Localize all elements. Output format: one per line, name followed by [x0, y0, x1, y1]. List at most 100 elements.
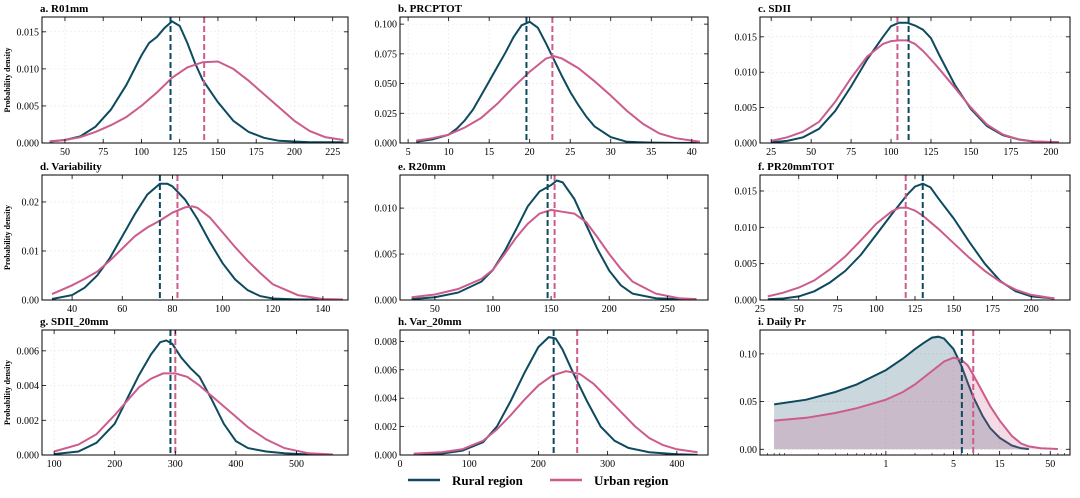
plot-area	[416, 17, 701, 143]
x-tick-label: 125	[923, 147, 938, 158]
x-tick-label: 30	[606, 147, 616, 158]
panel-title: h. Var_20mm	[398, 316, 462, 328]
panel-8: 0 100 200 300 400 0.000 0.002 0.004 0.006 0.008h.…	[375, 316, 709, 470]
x-tick-label: 300	[600, 459, 615, 470]
x-tick-label: 100	[47, 459, 62, 470]
x-tick-label: 50	[60, 147, 70, 158]
y-tick-label: 0.000	[17, 139, 40, 150]
y-tick-label: 0.002	[375, 422, 398, 433]
x-tick-label: 5	[406, 147, 411, 158]
legend-label-urban: Urban region	[594, 473, 669, 488]
urban-density-curve	[416, 55, 701, 143]
y-tick-label: 0.005	[735, 103, 758, 114]
x-tick-label: 0	[398, 459, 403, 470]
y-tick-label: 0.004	[17, 381, 40, 392]
y-tick-label: 0.005	[375, 250, 398, 261]
x-tick-label: 100	[485, 304, 500, 315]
x-tick-label: 100	[884, 147, 899, 158]
plot-area	[770, 17, 1059, 143]
panel-title: i. Daily Pr	[758, 316, 806, 328]
y-tick-label: 0.010	[17, 64, 40, 75]
x-tick-label: 150	[210, 147, 225, 158]
urban-density-curve	[51, 205, 344, 300]
x-tick-label: 50	[794, 304, 804, 315]
x-tick-label: 15	[484, 147, 494, 158]
legend-label-rural: Rural region	[452, 473, 524, 488]
panel-title: a. R01mm	[40, 3, 88, 15]
panel-title: b. PRCPTOT	[398, 3, 463, 15]
y-tick-label: 0.008	[375, 337, 398, 348]
y-tick-label: 0.000	[375, 451, 398, 462]
panel-title: c. SDII	[758, 3, 791, 15]
panel-frame	[759, 174, 1071, 301]
x-tick-label: 40	[67, 304, 77, 315]
y-tick-label: 0.05	[740, 397, 758, 408]
urban-density-curve	[411, 208, 697, 300]
x-tick-label: 120	[265, 304, 280, 315]
panel-frame	[759, 16, 1071, 144]
x-tick-label: 75	[833, 304, 843, 315]
plot-area	[413, 330, 698, 455]
plot-area	[53, 330, 333, 455]
x-tick-label: 5	[951, 459, 956, 470]
panel-frame	[399, 16, 709, 144]
x-tick-label: 25	[755, 304, 765, 315]
plot-area	[773, 330, 1058, 455]
rural-density-curve	[773, 335, 1029, 450]
x-tick-label: 75	[98, 147, 108, 158]
y-tick-label: 0.005	[735, 259, 758, 270]
x-tick-label: 100	[462, 459, 477, 470]
y-tick-label: 0.025	[375, 109, 398, 120]
x-tick-label: 150	[946, 304, 961, 315]
rural-density-curve	[416, 20, 700, 143]
x-tick-label: 10	[444, 147, 454, 158]
x-tick-label: 100	[215, 304, 230, 315]
panel-frame	[41, 329, 349, 456]
panel-title: g. SDII_20mm	[40, 316, 108, 328]
x-tick-label: 200	[1024, 304, 1039, 315]
panel-frame	[399, 174, 709, 301]
x-tick-label: 100	[134, 147, 149, 158]
x-tick-label: 200	[287, 147, 302, 158]
panel-4: 40 60 80 100 120 140 0.00 0.01 0.02 d. Variabilit…	[3, 161, 349, 315]
x-tick-label: 200	[531, 459, 546, 470]
x-tick-label: 175	[1003, 147, 1018, 158]
y-tick-label: 0.000	[735, 139, 758, 150]
x-tick-label: 25	[565, 147, 575, 158]
panel-6: 25 50 75 100 125 150 175 200 0.000 0.005 0.010 0.01…	[735, 161, 1071, 315]
x-tick-label: 15	[995, 459, 1005, 470]
y-tick-label: 0.015	[17, 27, 40, 38]
figure-legend: Rural region Urban region	[408, 473, 669, 488]
y-tick-label: 0.015	[735, 32, 758, 43]
urban-density-curve	[413, 370, 698, 455]
x-tick-label: 400	[228, 459, 243, 470]
urban-density-curve	[767, 206, 1055, 300]
x-tick-label: 250	[660, 304, 675, 315]
x-tick-label: 40	[687, 147, 697, 158]
y-tick-label: 0.010	[735, 223, 758, 234]
y-tick-label: 0.006	[17, 346, 40, 357]
x-tick-label: 300	[168, 459, 183, 470]
y-tick-label: 0.075	[375, 49, 398, 60]
y-axis-label: Probability density	[3, 48, 12, 113]
x-tick-label: 60	[117, 304, 127, 315]
y-axis-label: Probability density	[3, 360, 12, 425]
y-tick-label: 0.000	[17, 451, 40, 462]
x-tick-label: 175	[985, 304, 1000, 315]
x-tick-label: 140	[315, 304, 330, 315]
x-tick-label: 200	[1043, 147, 1058, 158]
panel-title: e. R20mm	[398, 161, 446, 173]
panel-frame	[41, 174, 349, 301]
y-tick-label: 0.010	[375, 204, 398, 215]
plot-area	[767, 175, 1055, 300]
y-tick-label: 0.006	[375, 365, 398, 376]
panel-9: 1 5 15 500.000.050.10i. Daily Pr	[740, 316, 1071, 470]
x-tick-label: 225	[325, 147, 340, 158]
rural-density-curve	[51, 182, 343, 300]
plot-area	[411, 175, 697, 300]
panel-frame	[399, 329, 709, 456]
x-tick-label: 75	[846, 147, 856, 158]
y-tick-label: 0.00	[740, 445, 758, 456]
x-tick-label: 175	[249, 147, 264, 158]
